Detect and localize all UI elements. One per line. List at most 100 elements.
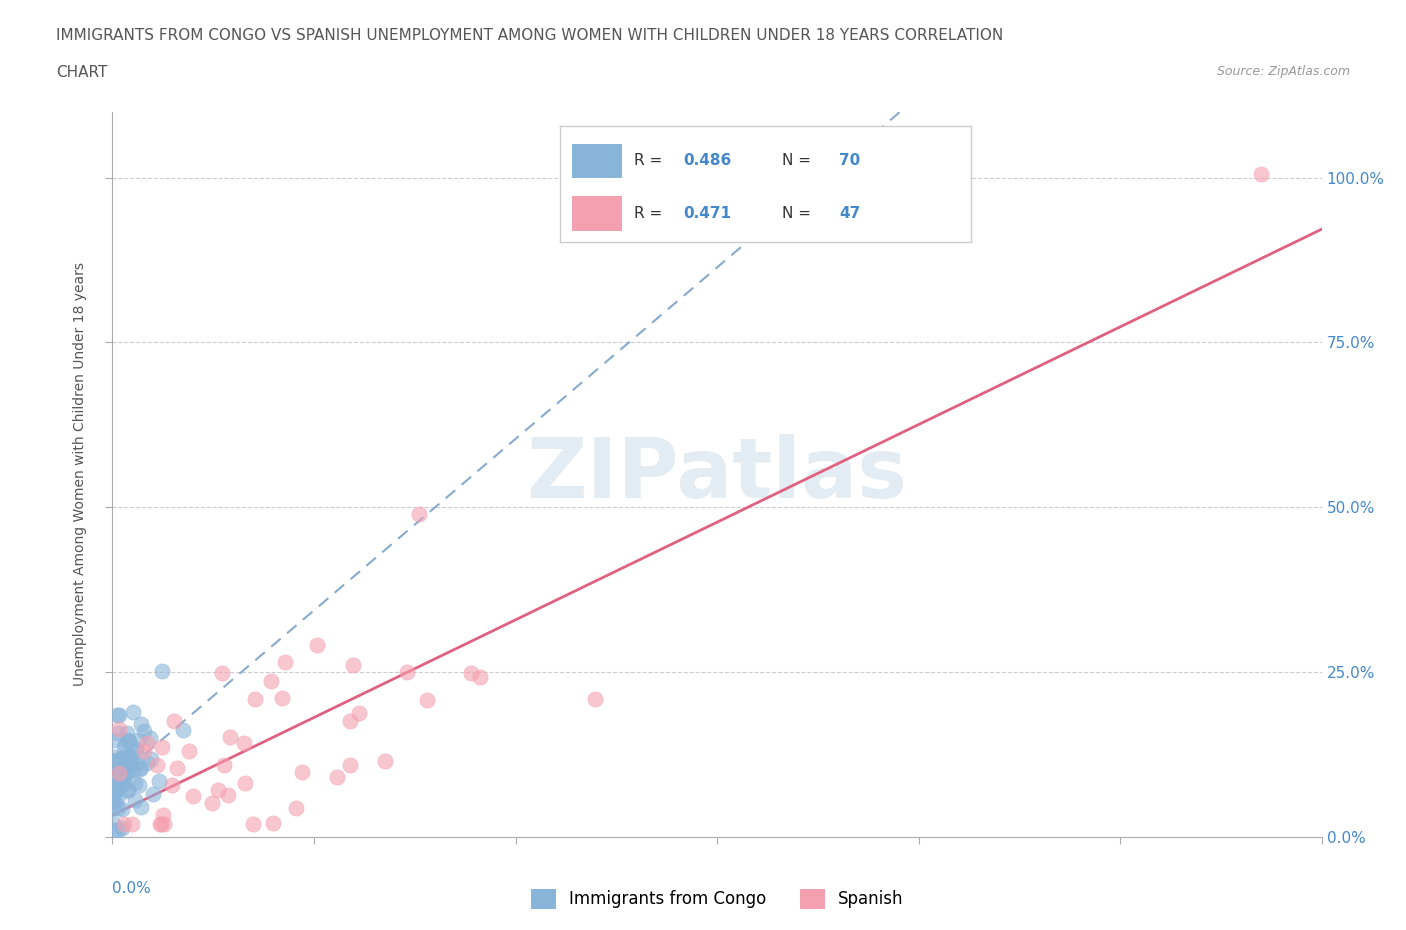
Point [108, 788, 131, 803]
Point [460, 666, 482, 681]
Point [103, 753, 125, 768]
Point [136, 755, 159, 770]
Point [108, 751, 131, 766]
Point [408, 507, 430, 522]
Point [274, 655, 297, 670]
Point [162, 777, 184, 792]
Point [105, 781, 128, 796]
Point [103, 732, 125, 747]
Point [207, 782, 229, 797]
Point [179, 743, 201, 758]
Point [260, 674, 283, 689]
Point [108, 771, 131, 786]
Point [115, 758, 138, 773]
Y-axis label: Unemployment Among Women with Children Under 18 years: Unemployment Among Women with Children U… [73, 262, 87, 686]
Point [583, 692, 606, 707]
Point [152, 807, 174, 822]
Point [416, 692, 439, 707]
Point [163, 713, 186, 728]
Point [103, 750, 125, 764]
Point [122, 704, 145, 719]
Point [103, 781, 125, 796]
Point [103, 800, 125, 815]
Point [142, 786, 165, 801]
Point [468, 670, 491, 684]
Point [125, 745, 148, 760]
Point [107, 823, 129, 838]
Point [132, 724, 155, 738]
Point [339, 713, 361, 728]
Point [121, 763, 143, 777]
Point [112, 817, 135, 831]
Point [115, 726, 138, 741]
Point [347, 706, 370, 721]
Point [128, 732, 150, 747]
Point [129, 761, 152, 776]
Point [111, 820, 134, 835]
Point [284, 800, 307, 815]
Point [339, 757, 361, 772]
Point [121, 817, 143, 831]
Point [117, 782, 139, 797]
Point [217, 788, 239, 803]
Point [1250, 166, 1272, 181]
Point [129, 761, 152, 776]
Point [124, 776, 146, 790]
Point [105, 764, 128, 779]
Point [104, 793, 127, 808]
Point [152, 817, 174, 831]
Point [129, 716, 152, 731]
Point [305, 637, 328, 652]
Point [107, 801, 129, 816]
Text: 0.0%: 0.0% [112, 881, 152, 896]
Text: CHART: CHART [56, 65, 108, 80]
Point [219, 729, 242, 744]
Point [105, 776, 128, 790]
Point [112, 759, 135, 774]
Point [118, 762, 141, 777]
Point [117, 783, 139, 798]
Point [107, 764, 129, 778]
Point [262, 816, 284, 830]
Point [108, 707, 131, 722]
Point [114, 768, 136, 783]
Point [112, 749, 135, 764]
Point [374, 753, 396, 768]
Point [114, 737, 136, 752]
Point [108, 752, 131, 767]
Point [112, 776, 135, 790]
Point [120, 749, 142, 764]
Point [148, 774, 170, 789]
Point [124, 742, 146, 757]
Point [103, 784, 125, 799]
Point [242, 817, 264, 831]
Text: IMMIGRANTS FROM CONGO VS SPANISH UNEMPLOYMENT AMONG WOMEN WITH CHILDREN UNDER 18: IMMIGRANTS FROM CONGO VS SPANISH UNEMPLO… [56, 28, 1004, 43]
Point [291, 764, 314, 779]
Point [117, 732, 139, 747]
Point [110, 777, 132, 792]
Point [124, 792, 146, 807]
Point [104, 779, 127, 794]
Point [114, 766, 136, 781]
Point [129, 799, 152, 814]
Point [235, 776, 257, 790]
Point [245, 692, 267, 707]
Point [112, 741, 135, 756]
Point [111, 762, 134, 777]
Point [125, 755, 148, 770]
Text: Source: ZipAtlas.com: Source: ZipAtlas.com [1216, 65, 1350, 78]
Point [342, 658, 364, 672]
Point [103, 790, 125, 804]
Point [212, 757, 235, 772]
Point [107, 768, 129, 783]
Point [103, 816, 125, 830]
Point [105, 707, 128, 722]
Point [149, 817, 172, 831]
Point [107, 765, 129, 780]
Point [150, 739, 173, 754]
Legend: Immigrants from Congo, Spanish: Immigrants from Congo, Spanish [524, 882, 910, 916]
Text: ZIPatlas: ZIPatlas [527, 433, 907, 515]
Point [136, 736, 159, 751]
Point [139, 751, 162, 766]
Point [232, 736, 254, 751]
